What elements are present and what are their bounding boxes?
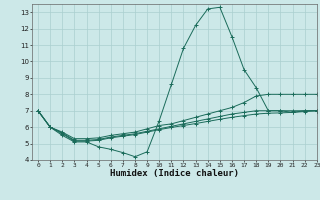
X-axis label: Humidex (Indice chaleur): Humidex (Indice chaleur) bbox=[110, 169, 239, 178]
